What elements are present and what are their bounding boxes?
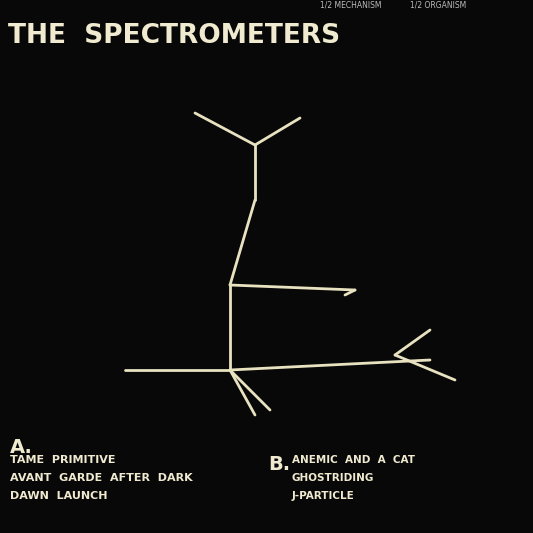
Text: THE  SPECTROMETERS: THE SPECTROMETERS bbox=[8, 23, 340, 49]
Text: AVANT  GARDE  AFTER  DARK: AVANT GARDE AFTER DARK bbox=[10, 473, 192, 483]
Text: J-PARTICLE: J-PARTICLE bbox=[292, 491, 355, 501]
Text: B.: B. bbox=[268, 455, 290, 474]
Text: 1/2 ORGANISM: 1/2 ORGANISM bbox=[410, 0, 466, 9]
Text: ANEMIC  AND  A  CAT: ANEMIC AND A CAT bbox=[292, 455, 415, 465]
Text: GHOSTRIDING: GHOSTRIDING bbox=[292, 473, 374, 483]
Text: DAWN  LAUNCH: DAWN LAUNCH bbox=[10, 491, 108, 501]
Text: TAME  PRIMITIVE: TAME PRIMITIVE bbox=[10, 455, 116, 465]
Text: 1/2 MECHANISM: 1/2 MECHANISM bbox=[320, 0, 382, 9]
Text: A.: A. bbox=[10, 438, 33, 457]
